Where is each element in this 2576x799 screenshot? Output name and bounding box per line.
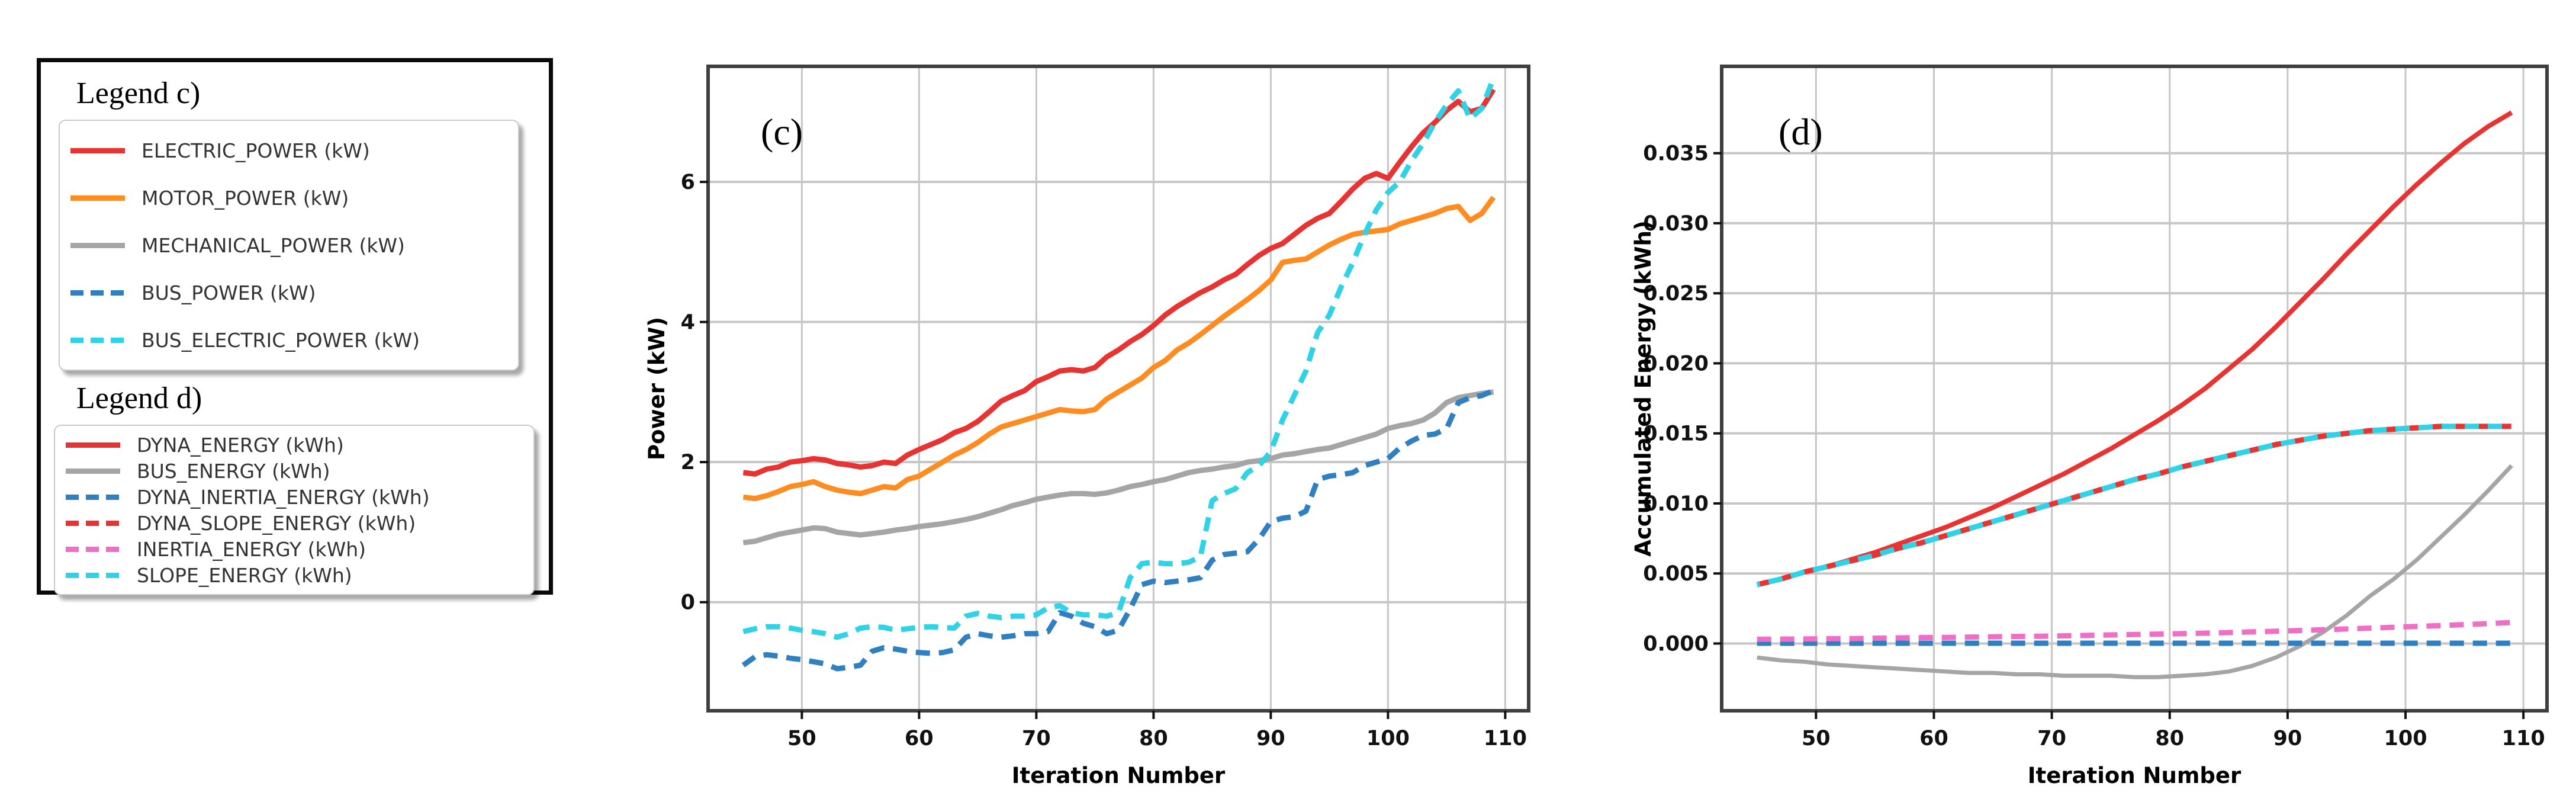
- y-tick-label: 0: [681, 591, 695, 615]
- series-inertia-energy-kwh: [1757, 620, 2512, 642]
- y-tick-label: 0.025: [1643, 282, 1709, 306]
- chart-c: 50 60 70 80 90 100 110 0 2 4 6 Iteration Number Powe…: [644, 65, 1530, 788]
- x-tick-label: 100: [1366, 727, 1410, 750]
- series-dyna-energy-kwh: [1756, 110, 2513, 587]
- y-tick-label: 6: [681, 171, 695, 194]
- plot-frame: [1720, 65, 2549, 713]
- legend-item-label: INERTIA_ENERGY (kWh): [137, 537, 366, 561]
- legend-item-label: BUS_ENERGY (kWh): [137, 459, 330, 483]
- bus-power-swatch-dashed-line: [70, 290, 125, 296]
- legend-item-dyna-inertia-energy: DYNA_INERTIA_ENERGY (kWh): [66, 484, 523, 510]
- y-axis-label: Accumulated Energy (kWh): [1630, 220, 1656, 557]
- legend-item-label: MECHANICAL_POWER (kW): [141, 233, 405, 257]
- subplot-annotation: (c): [761, 111, 803, 153]
- x-tick-label: 80: [2155, 727, 2184, 750]
- series-bus-power-kw: [741, 388, 1495, 672]
- legend-item-label: SLOPE_ENERGY (kWh): [137, 563, 352, 587]
- y-tick-label: 0.005: [1643, 562, 1709, 586]
- x-tick-label: 70: [2037, 727, 2066, 750]
- electric-power-swatch-line: [70, 147, 125, 153]
- bus-electric-power-swatch-dashed-line: [70, 337, 125, 343]
- x-tick-label: 60: [905, 727, 934, 750]
- series-electric-power-kw: [742, 88, 1496, 477]
- legend-item-dyna-energy: DYNA_ENERGY (kWh): [66, 432, 523, 458]
- legend-item-label: DYNA_ENERGY (kWh): [137, 433, 344, 457]
- legend-item-dyna-slope-energy: DYNA_SLOPE_ENERGY (kWh): [66, 510, 523, 536]
- series-bus-energy-kwh: [1757, 464, 2513, 679]
- legend-item-motor-power: MOTOR_POWER (kW): [70, 174, 507, 222]
- legend-item-electric-power: ELECTRIC_POWER (kW): [70, 127, 507, 174]
- y-tick-label: 0.020: [1643, 352, 1709, 376]
- legend-box: Legend c) ELECTRIC_POWER (kW) MOTOR_POWER…: [37, 58, 553, 596]
- legend-d-panel: DYNA_ENERGY (kWh) BUS_ENERGY (kWh) DYNA_IN…: [54, 425, 535, 596]
- legend-item-inertia-energy: INERTIA_ENERGY (kWh): [66, 536, 523, 562]
- motor-power-swatch-line: [70, 195, 125, 201]
- x-axis-label: Iteration Number: [2028, 763, 2241, 788]
- x-tick-label: 110: [2502, 727, 2545, 750]
- x-tick-label: 90: [1256, 727, 1285, 750]
- legend-item-slope-energy: SLOPE_ENERGY (kWh): [66, 562, 523, 588]
- dyna-energy-swatch-line: [66, 442, 120, 448]
- bus-energy-swatch-line: [66, 468, 120, 474]
- series-mechanical-power-kw: [742, 389, 1494, 545]
- y-tick-label: 0.000: [1643, 632, 1709, 656]
- legend-item-label: DYNA_INERTIA_ENERGY (kWh): [137, 485, 430, 509]
- x-axis-label: Iteration Number: [1012, 763, 1226, 788]
- y-tick-label: 0.015: [1643, 422, 1709, 446]
- legend-d-title: Legend d): [76, 381, 202, 416]
- x-tick-label: 90: [2273, 727, 2302, 750]
- series-slope-energy-kwh: [1756, 423, 2512, 588]
- y-tick-label: 0.030: [1643, 212, 1709, 236]
- x-tick-label: 70: [1022, 727, 1051, 750]
- chart-d: 50 60 70 80 90 100 110 0.000 0.005 0.010 0.015 0.02…: [1630, 65, 2549, 788]
- mechanical-power-swatch-line: [70, 242, 125, 248]
- legend-item-label: BUS_POWER (kW): [141, 281, 316, 304]
- inertia-energy-swatch-dashed-line: [66, 546, 120, 552]
- dyna-slope-energy-swatch-dashed-line: [66, 520, 120, 526]
- legend-item-mechanical-power: MECHANICAL_POWER (kW): [70, 222, 507, 269]
- subplot-annotation: (d): [1779, 111, 1823, 153]
- x-tick-label: 80: [1139, 727, 1168, 750]
- legend-item-label: MOTOR_POWER (kW): [141, 186, 349, 210]
- y-axis-label: Power (kW): [644, 317, 670, 460]
- series-bus-electric-power-kw: [742, 77, 1496, 640]
- legend-c-title: Legend c): [76, 76, 201, 110]
- x-tick-label: 100: [2384, 727, 2427, 750]
- x-tick-label: 60: [1919, 727, 1948, 750]
- y-tick-label: 0.035: [1643, 142, 1709, 166]
- y-tick-label: 4: [681, 311, 695, 335]
- x-tick-label: 50: [787, 727, 816, 750]
- legend-item-bus-electric-power: BUS_ELECTRIC_POWER (kW): [70, 316, 507, 364]
- series-dyna-slope-energy-kwh: [1756, 423, 2512, 588]
- dyna-inertia-energy-swatch-dashed-line: [66, 494, 120, 500]
- x-tick-label: 110: [1484, 727, 1527, 750]
- plot-frame: [706, 65, 1530, 713]
- slope-energy-swatch-dashed-line: [66, 572, 120, 578]
- legend-item-bus-energy: BUS_ENERGY (kWh): [66, 458, 523, 484]
- legend-item-label: BUS_ELECTRIC_POWER (kW): [141, 328, 420, 352]
- y-tick-label: 2: [681, 451, 695, 474]
- legend-item-label: DYNA_SLOPE_ENERGY (kWh): [137, 511, 416, 535]
- y-tick-label: 0.010: [1643, 492, 1709, 516]
- legend-item-bus-power: BUS_POWER (kW): [70, 269, 507, 316]
- x-tick-label: 50: [1802, 727, 1831, 750]
- legend-item-label: ELECTRIC_POWER (kW): [141, 139, 370, 162]
- legend-c-panel: ELECTRIC_POWER (kW) MOTOR_POWER (kW) MECHA…: [59, 120, 519, 371]
